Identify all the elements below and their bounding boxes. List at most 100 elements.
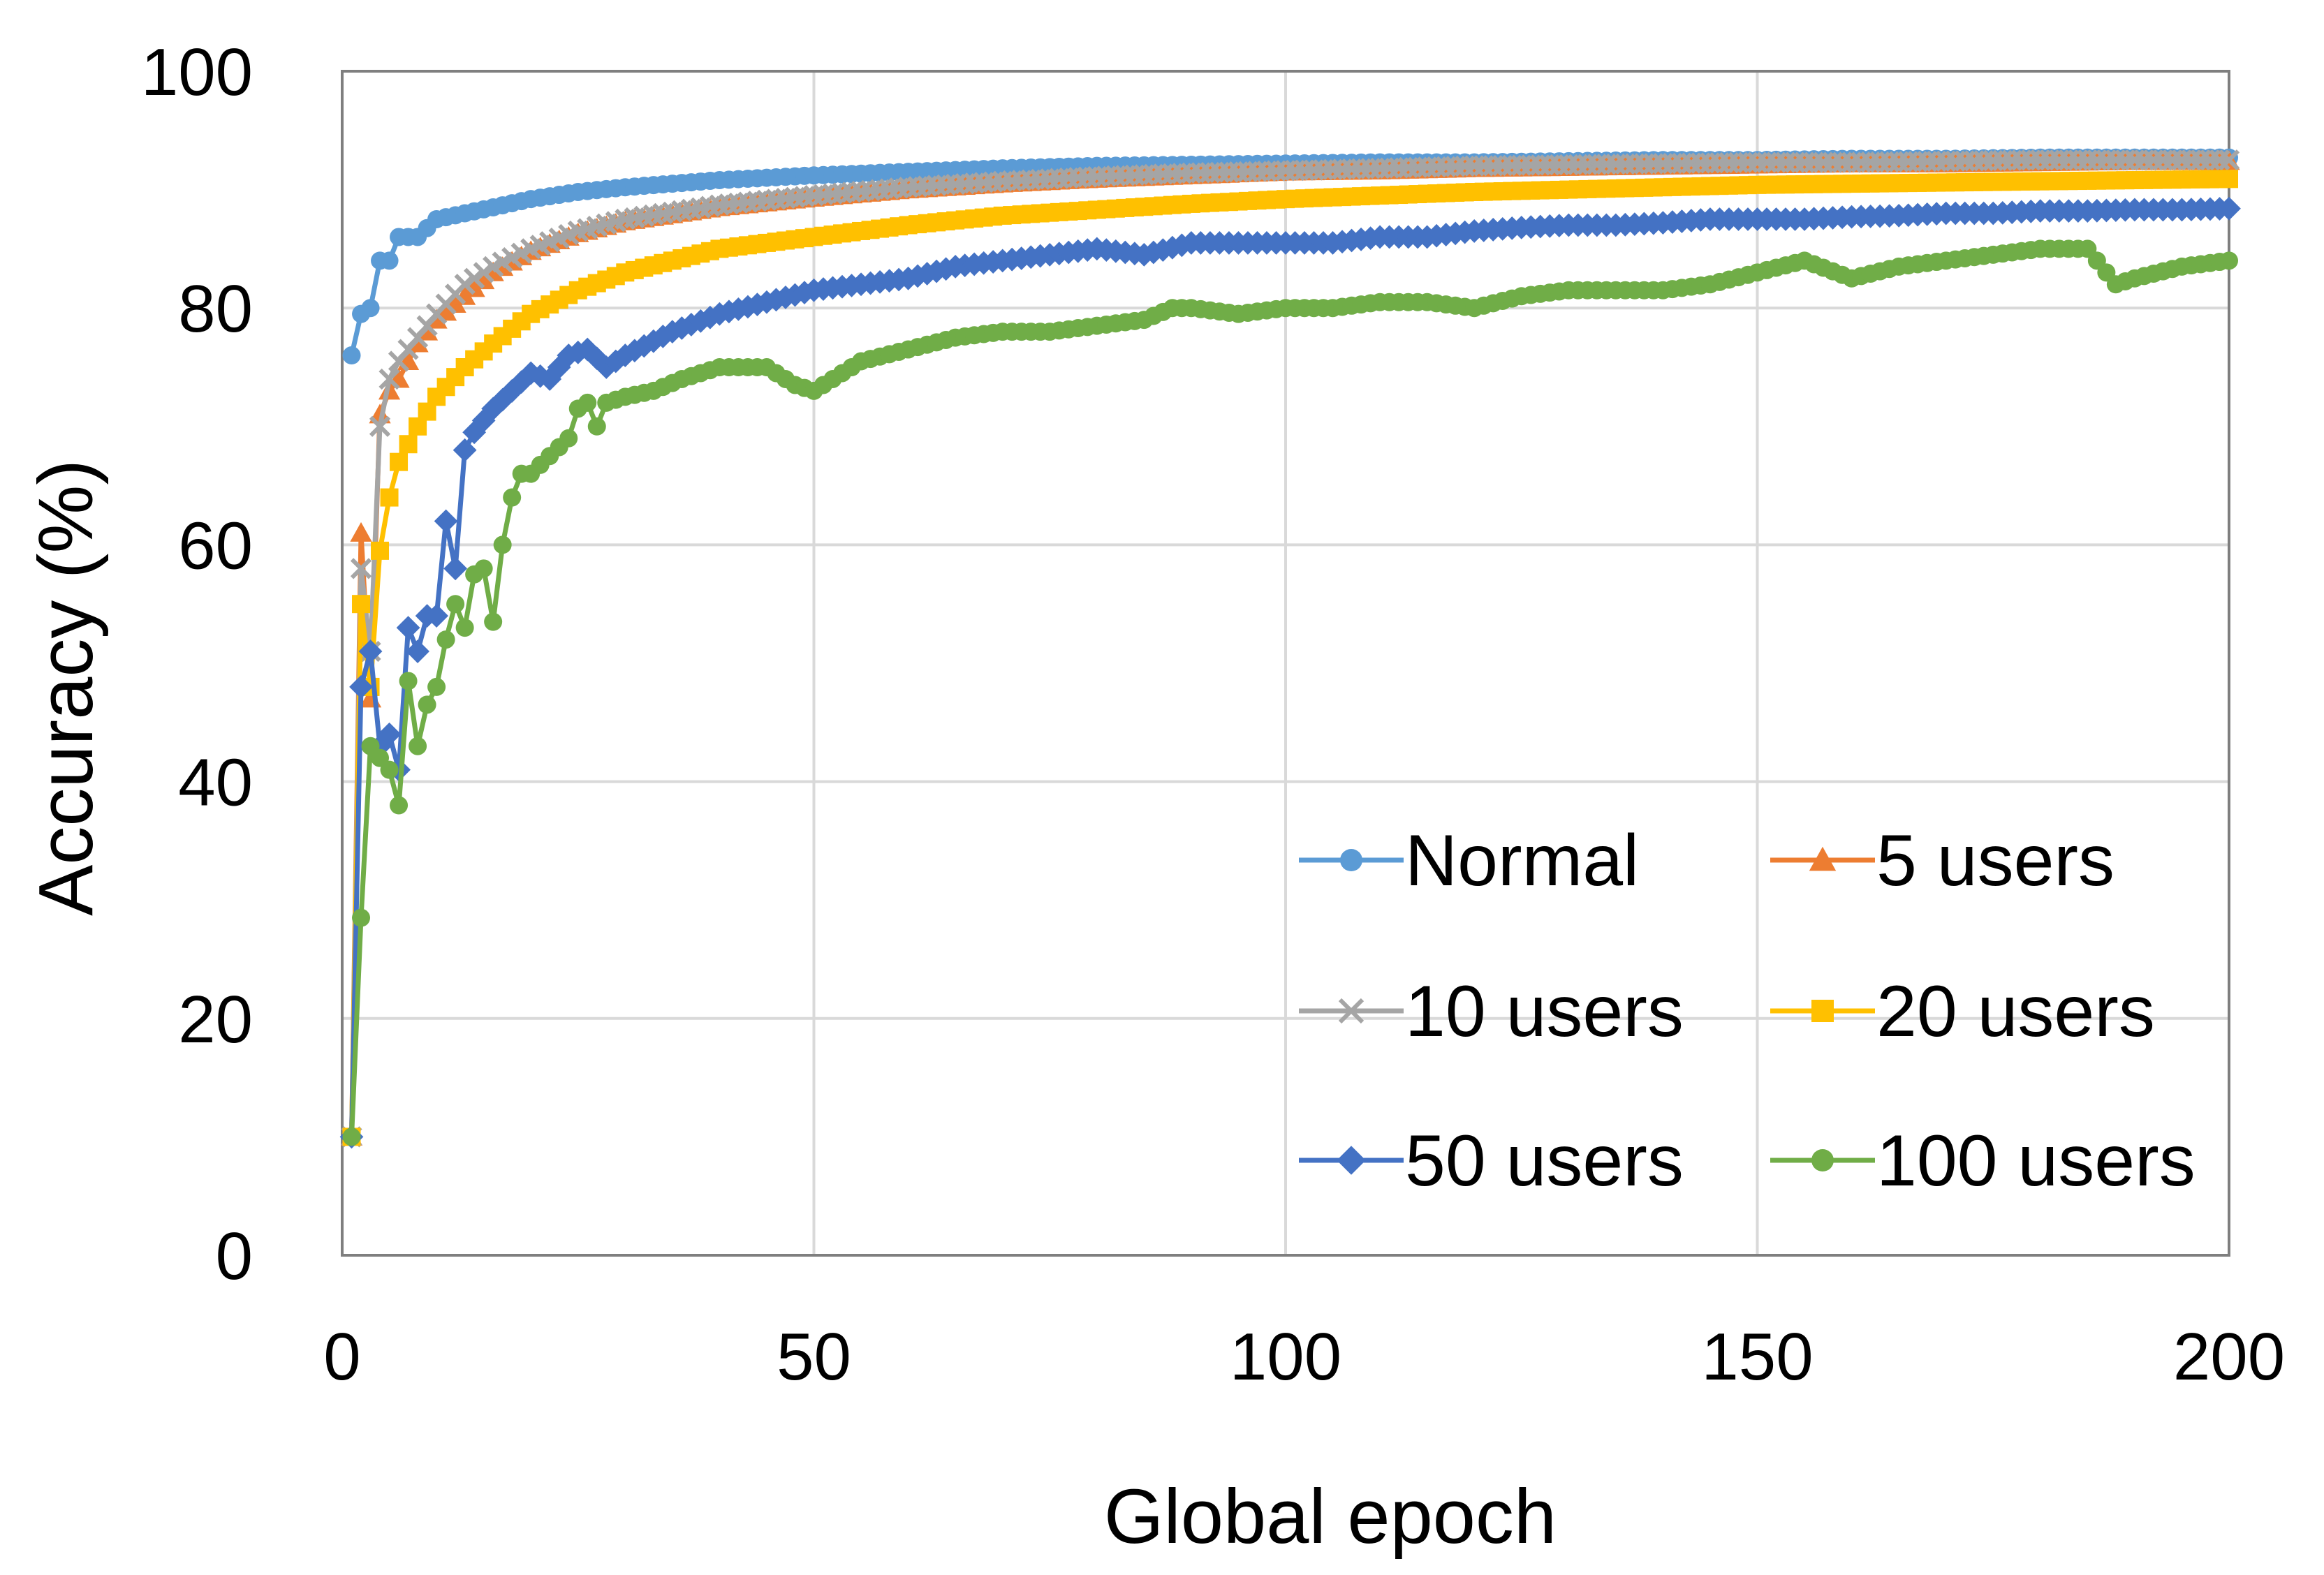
y-axis-title: Accuracy (%) (23, 459, 109, 916)
data-point (369, 415, 391, 437)
data-point (350, 558, 372, 579)
data-point (745, 293, 770, 317)
data-point (399, 435, 418, 454)
legend-label: 100 users (1876, 1121, 2196, 1201)
data-point (2220, 170, 2238, 188)
legend-item: 100 users (1770, 1121, 2196, 1201)
data-point (934, 257, 958, 281)
x-tick-label: 150 (1701, 1319, 1813, 1394)
data-point (352, 595, 371, 614)
data-point (698, 305, 722, 330)
data-point (2220, 251, 2238, 270)
data-point (390, 452, 409, 471)
data-point (660, 320, 684, 344)
series-100-users (342, 239, 2238, 1146)
plot-area-frame (341, 70, 2230, 1257)
legend-label: 5 users (1876, 820, 2115, 901)
data-point (726, 297, 751, 321)
data-point (358, 639, 383, 663)
data-point (425, 604, 448, 628)
data-point (434, 509, 458, 533)
legend-item: 50 users (1299, 1121, 1684, 1201)
data-point (707, 302, 732, 326)
data-point (915, 262, 939, 286)
data-point (377, 722, 402, 746)
data-point (559, 429, 578, 448)
data-point (380, 251, 399, 270)
x-tick-label: 0 (323, 1319, 360, 1394)
data-point (361, 299, 380, 318)
data-point (1160, 235, 1184, 260)
x-tick-label: 100 (1230, 1319, 1341, 1394)
data-point (503, 488, 522, 507)
data-point (406, 639, 429, 663)
data-point (380, 488, 399, 507)
data-point (387, 757, 411, 782)
data-point (578, 393, 597, 412)
x-tick-label: 50 (777, 1319, 851, 1394)
data-point (436, 630, 455, 649)
legend-label: 50 users (1405, 1121, 1684, 1201)
legend-label: 20 users (1876, 971, 2155, 1052)
data-point (2217, 196, 2241, 221)
legend-item: 10 users (1299, 971, 1684, 1052)
data-point (378, 368, 400, 390)
data-point (390, 796, 409, 815)
legend-item: 5 users (1770, 820, 2115, 901)
y-tick-label: 60 (178, 508, 253, 583)
y-tick-label: 0 (216, 1219, 253, 1294)
data-point (349, 675, 373, 699)
data-point (1132, 242, 1156, 267)
data-point (474, 559, 493, 578)
y-axis-ticks: 0 20 40 60 80 100 (141, 35, 253, 1294)
data-point (418, 695, 436, 714)
series-20-users (342, 170, 2238, 1146)
legend-marker (1337, 1146, 1366, 1175)
data-point (350, 522, 372, 542)
data-point (755, 290, 779, 314)
data-point (2218, 149, 2240, 171)
data-point (1151, 238, 1175, 262)
y-tick-label: 40 (178, 746, 253, 820)
legend-marker (1340, 849, 1362, 871)
y-tick-label: 80 (178, 272, 253, 346)
legend-marker (1338, 998, 1365, 1024)
data-point (906, 264, 930, 288)
legend-marker (1811, 1000, 1834, 1022)
y-tick-label: 20 (178, 982, 253, 1057)
legend-marker (1811, 1149, 1834, 1171)
data-point (399, 672, 418, 690)
x-axis-ticks: 0 50 100 150 200 (323, 1319, 2285, 1394)
data-point (443, 556, 468, 581)
data-point (587, 417, 606, 436)
series-10-users (341, 149, 2240, 1148)
legend-item: 20 users (1770, 971, 2155, 1052)
data-point (455, 619, 474, 637)
data-point (493, 535, 512, 554)
data-point (453, 438, 477, 462)
data-point (764, 288, 788, 312)
legend-marker (1809, 846, 1837, 871)
data-point (1141, 240, 1165, 265)
legend-label: Normal (1405, 820, 1639, 901)
data-point (352, 908, 371, 927)
data-point (409, 737, 427, 755)
legend-item: Normal (1299, 820, 1639, 901)
x-tick-label: 200 (2173, 1319, 2285, 1394)
data-point (464, 267, 485, 289)
legend-label: 10 users (1405, 971, 1684, 1052)
data-point (427, 677, 446, 696)
data-point (342, 346, 361, 365)
data-point (1170, 233, 1194, 258)
data-point (371, 541, 390, 560)
x-axis-title: Global epoch (1104, 1474, 1557, 1560)
data-point (925, 259, 949, 283)
data-point (484, 612, 503, 631)
data-point (342, 1127, 361, 1146)
data-point (547, 355, 571, 379)
data-point (717, 300, 741, 324)
data-point (473, 262, 494, 283)
data-point (454, 274, 476, 295)
data-point (446, 595, 465, 614)
